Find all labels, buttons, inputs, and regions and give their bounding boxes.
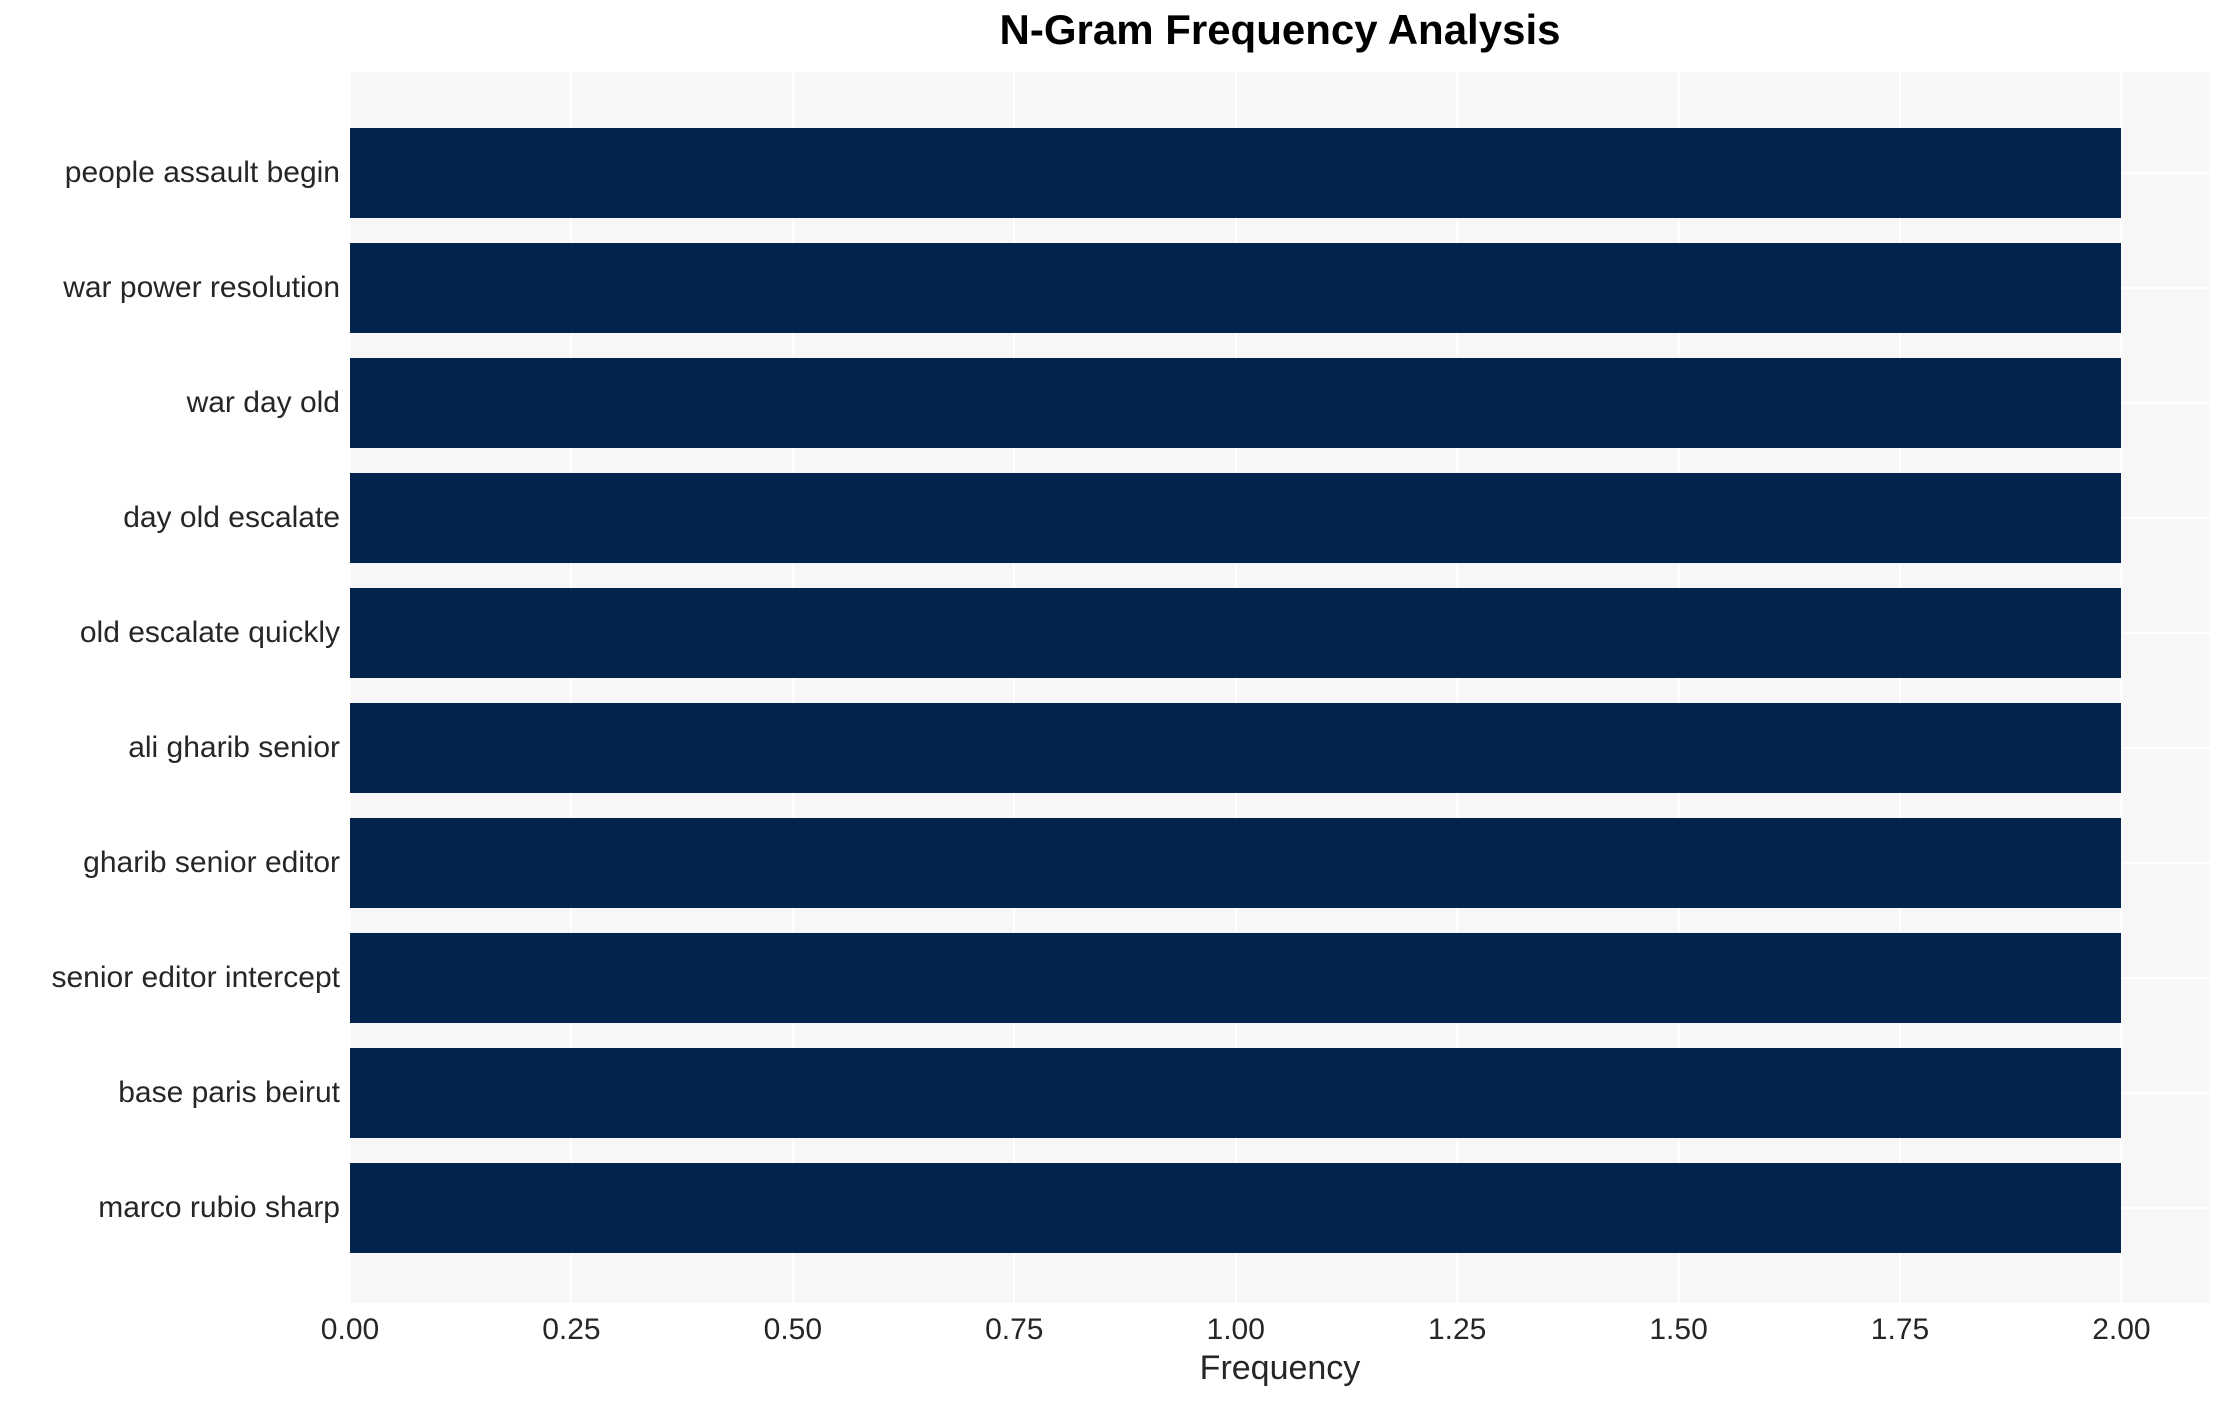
bar (350, 473, 2121, 563)
gridline-vertical (570, 72, 572, 1303)
y-tick-label: gharib senior editor (83, 846, 340, 879)
bar (350, 128, 2121, 218)
x-tick-label: 0.50 (763, 1313, 823, 1346)
bar (350, 1048, 2121, 1138)
x-tick-label: 0.25 (542, 1313, 601, 1346)
gridline-vertical (349, 72, 351, 1303)
x-tick-label: 1.75 (1870, 1313, 1930, 1346)
bar (350, 1163, 2121, 1253)
x-tick-label: 1.00 (1206, 1313, 1265, 1346)
bar (350, 243, 2121, 333)
x-axis-title: Frequency (1199, 1349, 1361, 1387)
y-tick-label: old escalate quickly (79, 616, 340, 649)
bar (350, 933, 2121, 1023)
gridline-vertical (1235, 72, 1237, 1303)
x-tick-label: 0.00 (320, 1313, 380, 1346)
y-tick-label: war day old (186, 386, 340, 419)
gridline-vertical (792, 72, 794, 1303)
bar (350, 588, 2121, 678)
bar (350, 703, 2121, 793)
gridline-vertical (1678, 72, 1680, 1303)
gridline-vertical (1013, 72, 1015, 1303)
x-tick-label: 0.75 (985, 1313, 1044, 1346)
x-tick-label: 1.25 (1427, 1313, 1487, 1346)
y-tick-label: day old escalate (123, 501, 340, 534)
plot-area (349, 72, 2210, 1303)
chart-title: N-Gram Frequency Analysis (999, 6, 1561, 53)
x-tick-label: 2.00 (2092, 1313, 2151, 1346)
gridline-vertical (1456, 72, 1458, 1303)
x-tick-label: 1.50 (1649, 1313, 1708, 1346)
y-tick-label: marco rubio sharp (98, 1191, 340, 1224)
bar (350, 358, 2121, 448)
gridline-vertical (1899, 72, 1901, 1303)
y-tick-label: base paris beirut (118, 1076, 340, 1109)
y-tick-label: senior editor intercept (51, 961, 341, 994)
y-tick-label: people assault begin (64, 156, 340, 189)
gridline-vertical (2120, 72, 2122, 1303)
bar (350, 818, 2121, 908)
y-tick-label: ali gharib senior (128, 731, 340, 764)
y-tick-label: war power resolution (63, 271, 340, 304)
